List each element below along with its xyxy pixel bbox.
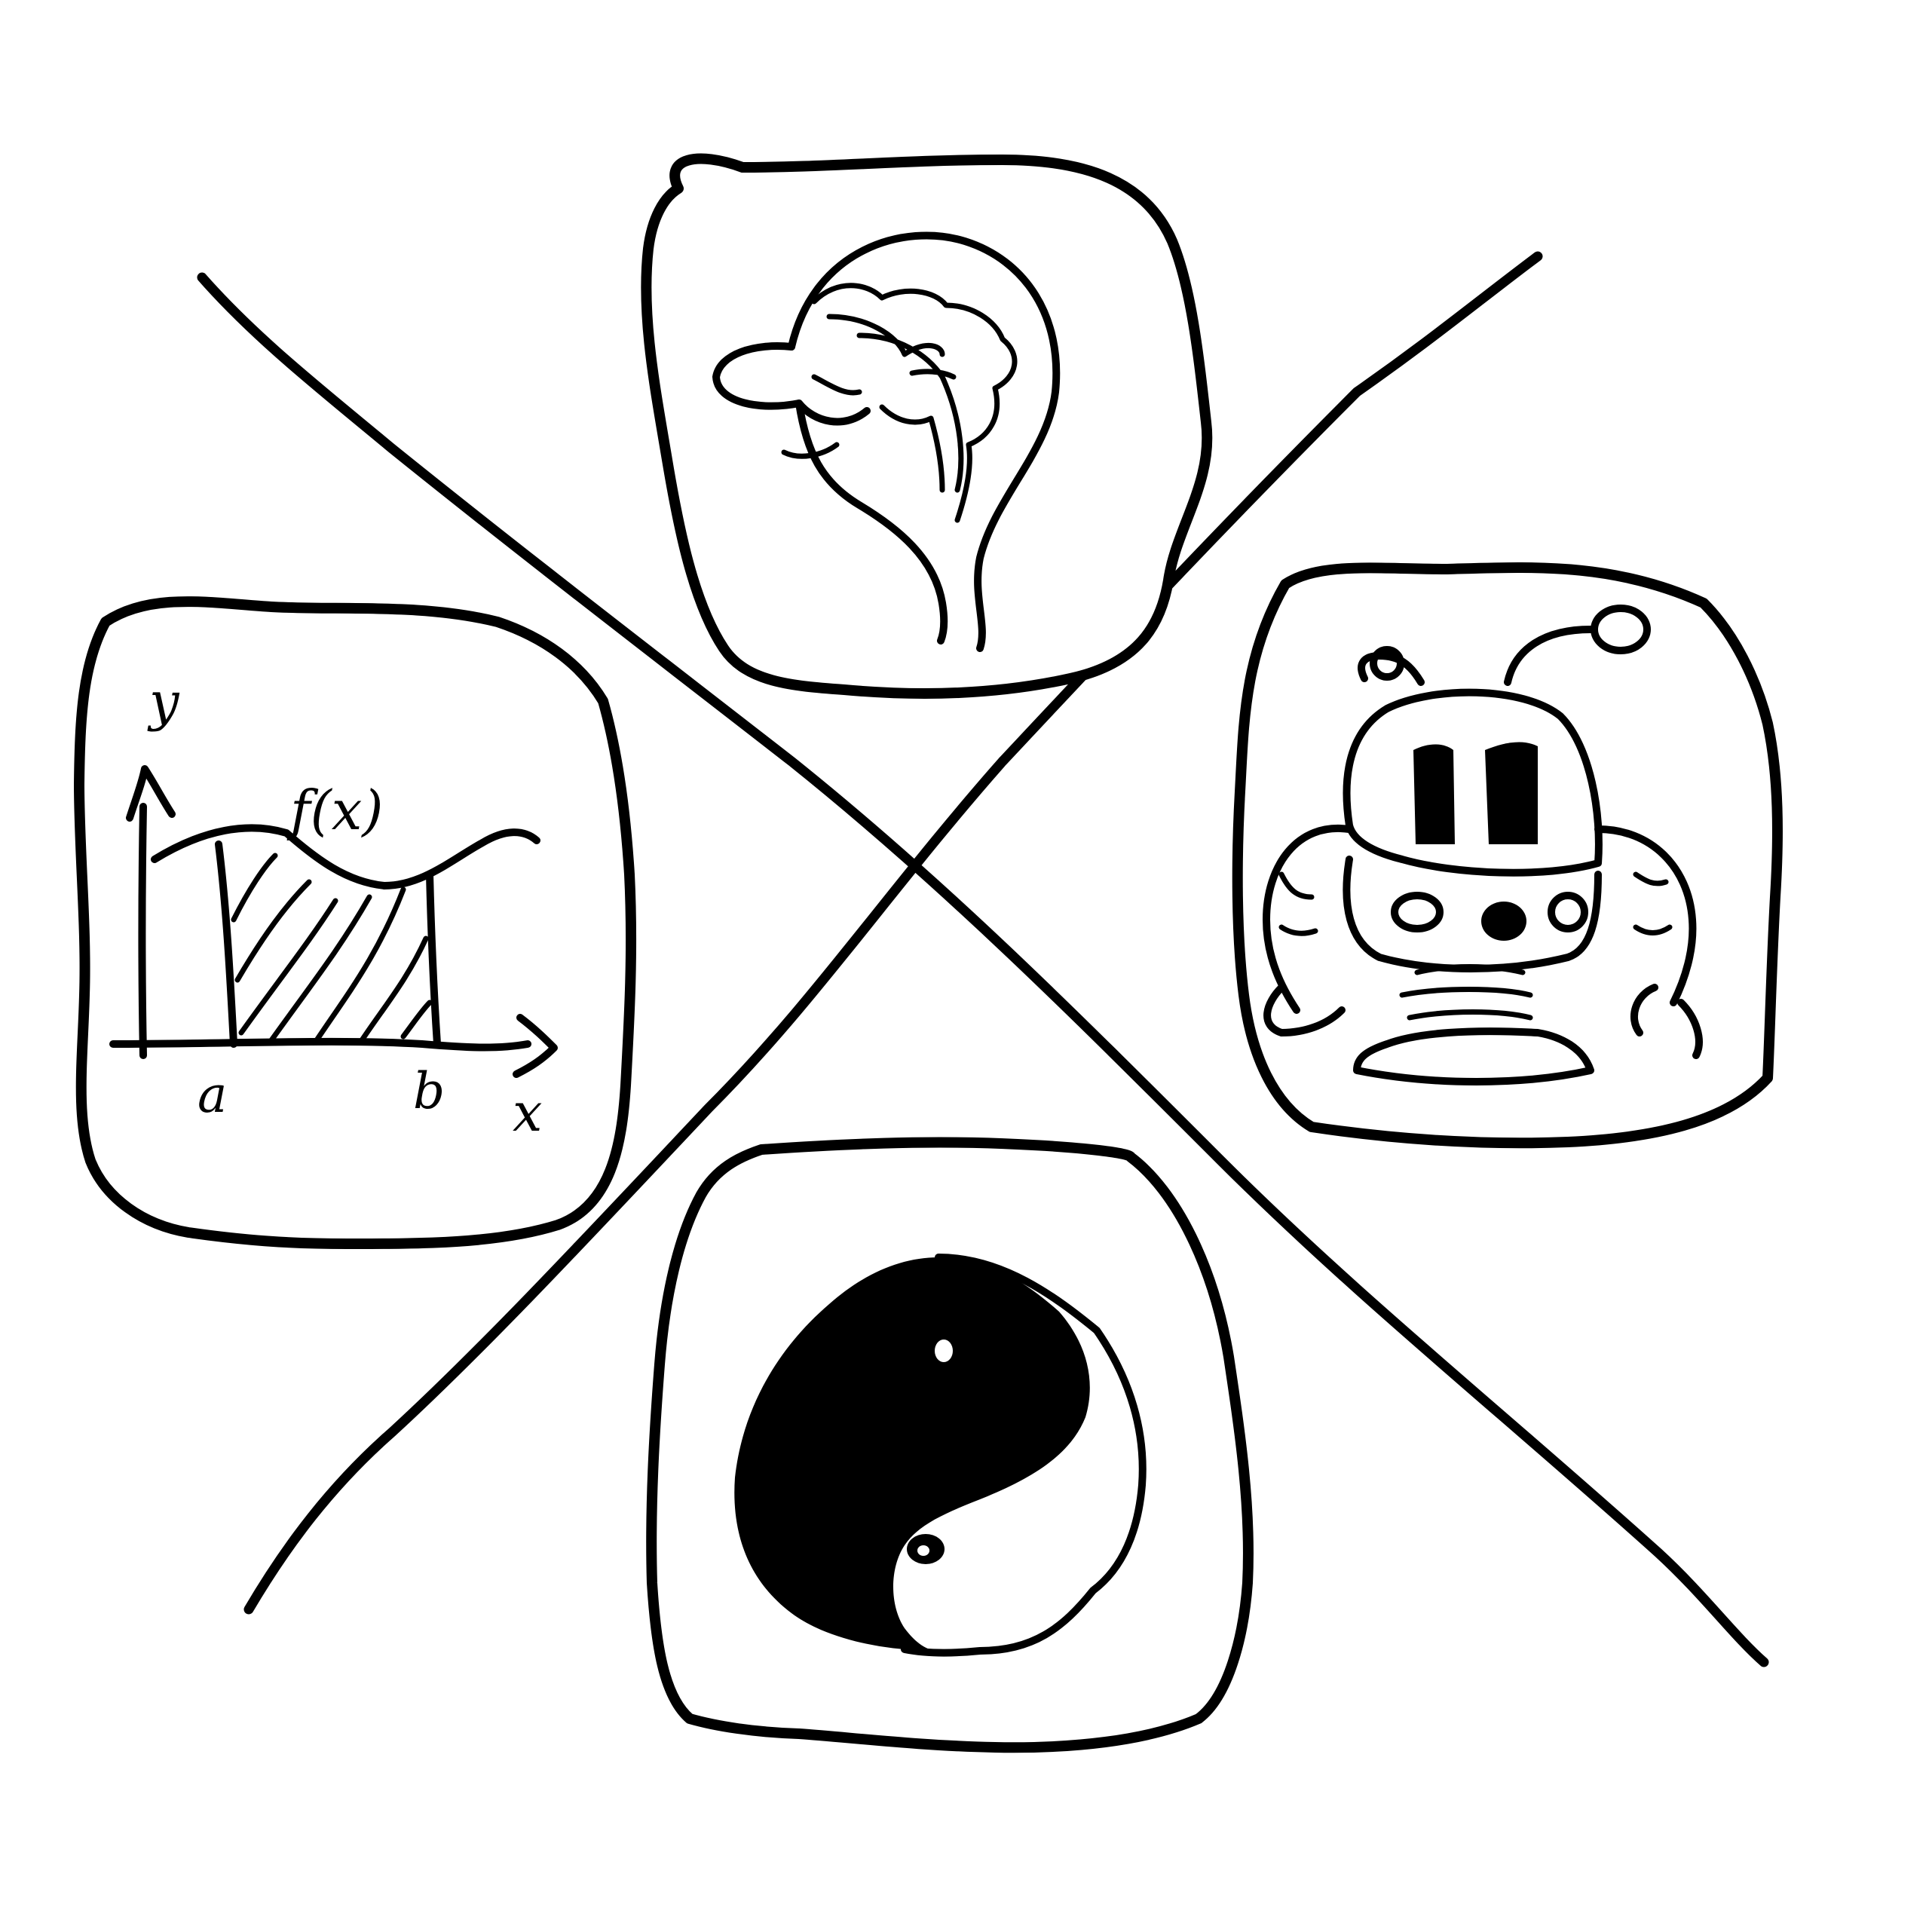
brain-panel-frame — [641, 153, 1213, 699]
function-label: f(x) — [286, 779, 383, 842]
bound-a-line — [215, 840, 237, 1048]
yin-yang-dark-half — [734, 1257, 1090, 1651]
brain-icon — [712, 231, 1061, 652]
robot-antenna-right — [1504, 626, 1594, 686]
bound-b-line — [426, 871, 441, 1048]
yin-yang-outline — [901, 1254, 1147, 1657]
cross-line-descending — [197, 272, 1769, 1667]
y-axis-arrow — [126, 765, 176, 822]
robot-hand-left — [1263, 984, 1346, 1036]
integral-graph-icon: y f(x) a b x — [109, 671, 558, 1144]
robot-body-details — [1278, 871, 1673, 936]
robot-button-left — [1391, 892, 1444, 932]
robot-antenna-right-tip — [1591, 605, 1651, 654]
robot-icon — [1263, 605, 1703, 1085]
yin-yang-dark-eye — [935, 1340, 953, 1362]
x-axis-arrow — [513, 1014, 558, 1078]
robot-tread — [1353, 1027, 1594, 1085]
yinyang-panel — [646, 1137, 1254, 1753]
y-axis-line — [138, 803, 147, 1059]
upper-bound-label: b — [413, 1062, 445, 1120]
shaded-area — [231, 853, 433, 1043]
cross-line-ascending — [243, 251, 1543, 1615]
brain-panel — [641, 153, 1213, 699]
math-panel: y f(x) a b x — [74, 596, 637, 1249]
yin-yang-light-eye-highlight — [917, 1545, 929, 1556]
robot-tread-links — [1399, 964, 1533, 1021]
robot-eye-right — [1485, 742, 1538, 844]
y-axis-label: y — [147, 671, 180, 733]
robot-arm-right — [1594, 825, 1697, 1006]
crossing-lines — [197, 251, 1769, 1667]
x-axis-label: x — [513, 1082, 542, 1144]
lower-bound-label: a — [197, 1066, 227, 1124]
robot-antenna-left-tip — [1370, 646, 1404, 681]
robot-button-right — [1548, 892, 1588, 932]
yin-yang-icon — [734, 1254, 1147, 1657]
function-curve — [151, 824, 540, 889]
robot-eye-left — [1413, 744, 1455, 844]
robot-panel — [1232, 562, 1783, 1149]
robot-head — [1343, 688, 1603, 877]
robot-button-center — [1481, 902, 1526, 941]
robot-hand-right — [1630, 984, 1703, 1059]
x-axis-line — [109, 1037, 531, 1052]
